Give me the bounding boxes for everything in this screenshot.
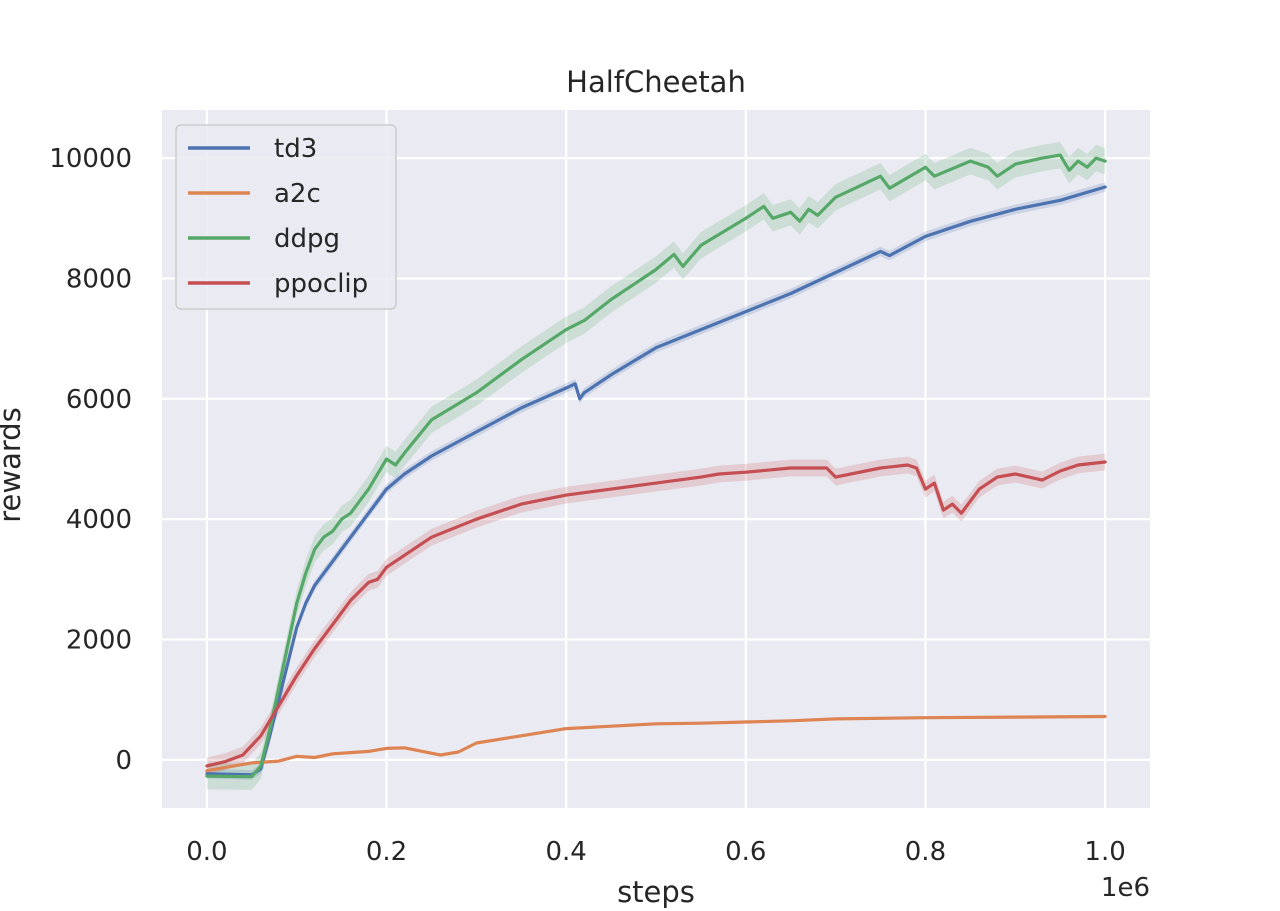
x-tick-label: 0.2 (366, 837, 407, 867)
y-tick-labels: 0 2000 4000 6000 8000 10000 (49, 144, 132, 776)
legend-label-a2c: a2c (274, 179, 321, 209)
x-tick-label: 0.8 (905, 837, 946, 867)
series-line-td3 (205, 185, 1107, 777)
y-axis-label: rewards (0, 407, 27, 523)
series-lines (205, 153, 1107, 779)
series-band-ddpg (206, 141, 1106, 790)
y-tick-label: 10000 (49, 144, 132, 174)
legend-label-ppoclip: ppoclip (274, 269, 368, 299)
x-tick-label: 0.6 (725, 837, 766, 867)
y-tick-label: 8000 (66, 264, 132, 294)
x-offset-label: 1e6 (1101, 873, 1150, 903)
series-band-ppoclip (206, 453, 1106, 775)
confidence-bands (206, 141, 1106, 790)
series-line-a2c (205, 714, 1107, 773)
series-line-ddpg (205, 153, 1107, 779)
y-tick-label: 4000 (66, 505, 132, 535)
y-tick-label: 6000 (66, 385, 132, 415)
y-tick-label: 0 (115, 746, 132, 776)
legend-box (175, 124, 397, 310)
x-tick-label: 0.0 (186, 837, 227, 867)
series-line-ppoclip (205, 460, 1107, 768)
legend-label-ddpg: ddpg (274, 224, 340, 254)
legend-label-td3: td3 (274, 134, 317, 164)
x-tick-label: 1.0 (1084, 837, 1125, 867)
x-tick-label: 0.4 (546, 837, 587, 867)
chart-title: HalfCheetah (566, 65, 746, 99)
legend: td3 a2c ddpg ppoclip (175, 124, 397, 310)
x-tick-labels: 0.0 0.2 0.4 0.6 0.8 1.0 (186, 837, 1126, 867)
x-axis-label: steps (617, 875, 695, 909)
y-tick-label: 2000 (66, 626, 132, 656)
